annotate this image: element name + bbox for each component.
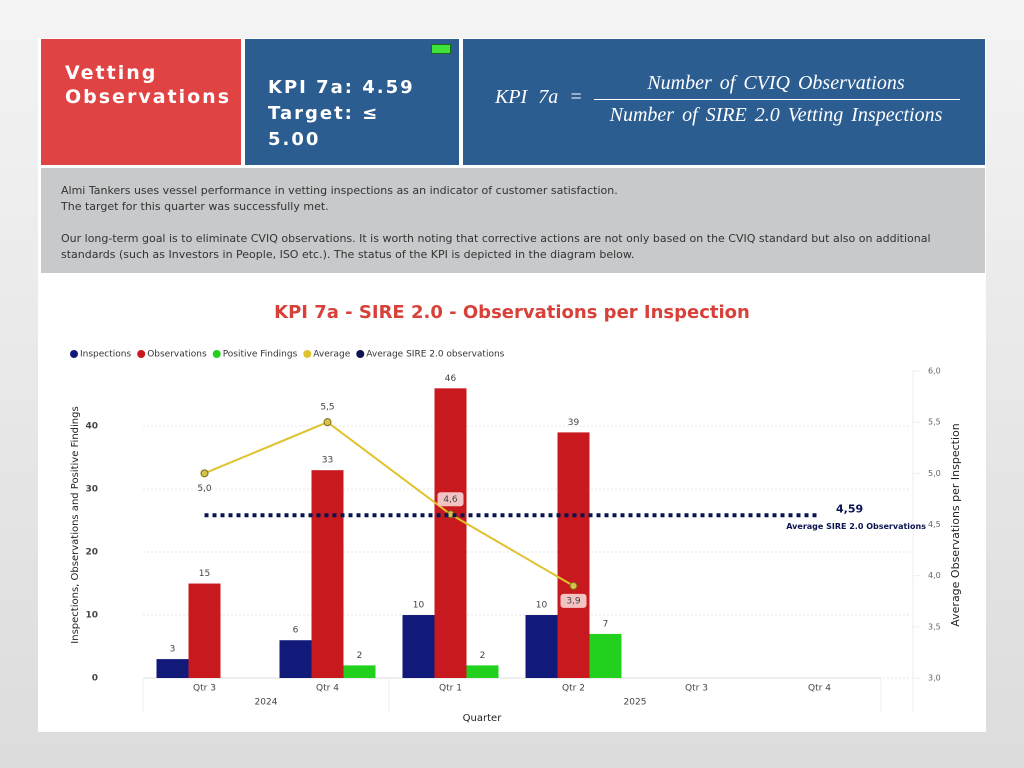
formula-box: KPI 7a = Number of CVIQ Observations Num… — [463, 39, 985, 165]
y2-tick-label: 3,0 — [928, 674, 941, 683]
legend-marker — [137, 350, 146, 358]
y2-tick-label: 5,0 — [928, 469, 941, 478]
y2-tick-label: 4,5 — [928, 520, 941, 529]
x-tick-label: Qtr 4 — [808, 684, 831, 694]
reference-label: Average SIRE 2.0 Observations — [786, 522, 926, 531]
description-line: Almi Tankers uses vessel performance in … — [61, 184, 618, 197]
line-point — [569, 581, 578, 590]
line-value-label: 4,6 — [443, 495, 458, 505]
y2-tick-label: 5,5 — [928, 418, 941, 427]
legend-marker — [356, 350, 365, 358]
legend-marker — [303, 350, 312, 358]
formula-numerator: Number of CVIQ Observations — [647, 72, 905, 94]
x-tick-label: Qtr 1 — [439, 684, 462, 694]
bar-value-label: 3 — [170, 645, 176, 655]
y2-axis-title: Average Observations per Inspection — [949, 423, 962, 626]
page-title: Vetting Observations — [65, 62, 232, 108]
bar-value-label: 10 — [413, 601, 425, 611]
line-value-label: 5,0 — [197, 484, 212, 494]
formula-lhs: KPI 7a = — [495, 86, 583, 108]
x-tick-label: Qtr 3 — [193, 684, 216, 694]
bar-value-label: 7 — [603, 619, 609, 629]
bar-value-label: 2 — [357, 651, 363, 661]
formula-denominator: Number of SIRE 2.0 Vetting Inspections — [609, 104, 943, 126]
x-group-label: 2025 — [624, 698, 647, 708]
legend-label: Average SIRE 2.0 observations — [366, 350, 504, 360]
kpi-value: KPI 7a: 4.59 — [268, 77, 415, 98]
line-point — [323, 418, 332, 427]
chart: KPI 7a - SIRE 2.0 - Observations per Ins… — [70, 302, 962, 724]
y-tick-label: 20 — [85, 548, 98, 558]
legend-label: Average — [313, 350, 350, 360]
title-box: Vetting Observations — [41, 39, 241, 165]
bar-value-label: 6 — [293, 626, 299, 636]
line-value-label: 5,5 — [320, 403, 334, 413]
bar — [589, 633, 622, 678]
y-axis-title: Inspections, Observations and Positive F… — [70, 406, 81, 643]
legend-marker — [212, 350, 221, 358]
bar — [557, 432, 590, 678]
status-indicator — [431, 44, 451, 54]
y-tick-label: 40 — [85, 422, 98, 432]
bar-value-label: 15 — [199, 569, 210, 579]
bar-value-label: 33 — [322, 456, 333, 466]
x-axis-title: Quarter — [463, 713, 503, 724]
legend-label: Positive Findings — [223, 350, 298, 360]
bar-value-label: 10 — [536, 601, 548, 611]
x-tick-label: Qtr 3 — [685, 684, 708, 694]
bar-value-label: 39 — [568, 418, 580, 428]
bar — [402, 615, 435, 678]
x-tick-label: Qtr 4 — [316, 684, 339, 694]
y-tick-label: 30 — [85, 485, 98, 495]
kpi-target: Target: ≤ 5.00 — [268, 103, 380, 150]
y2-tick-label: 4,0 — [928, 571, 941, 580]
y-tick-label: 10 — [85, 611, 98, 621]
line-value-label: 3,9 — [566, 596, 581, 606]
line — [204, 421, 575, 587]
x-group-label: 2024 — [255, 698, 278, 708]
bar — [279, 640, 312, 678]
label-bg — [560, 593, 587, 608]
bar — [466, 665, 499, 678]
legend-label: Inspections — [80, 350, 131, 360]
fraction-bar — [594, 99, 960, 100]
legend-label: Observations — [147, 350, 207, 360]
bar — [434, 388, 467, 678]
bar — [311, 470, 344, 678]
chart-title: KPI 7a - SIRE 2.0 - Observations per Ins… — [274, 302, 750, 323]
y2-tick-label: 3,5 — [928, 622, 941, 631]
line-point — [200, 469, 209, 478]
description-line: The target for this quarter was successf… — [61, 200, 329, 213]
bar — [156, 659, 189, 678]
bar — [525, 615, 558, 678]
description: Almi Tankers uses vessel performance in … — [41, 168, 985, 273]
legend-marker — [70, 350, 78, 358]
label-bg — [437, 492, 464, 507]
bar — [343, 665, 376, 678]
x-tick-label: Qtr 2 — [562, 684, 585, 694]
bar-value-label: 46 — [445, 374, 457, 384]
bar — [188, 583, 221, 678]
y2-tick-label: 6,0 — [928, 367, 941, 376]
kpi-box: KPI 7a: 4.59 Target: ≤ 5.00 — [245, 39, 459, 165]
description-paragraph: Our long-term goal is to eliminate CVIQ … — [61, 232, 931, 261]
reference-value-label: 4,59 — [836, 502, 863, 515]
y-tick-label: 0 — [92, 674, 98, 684]
bar-value-label: 2 — [480, 651, 486, 661]
